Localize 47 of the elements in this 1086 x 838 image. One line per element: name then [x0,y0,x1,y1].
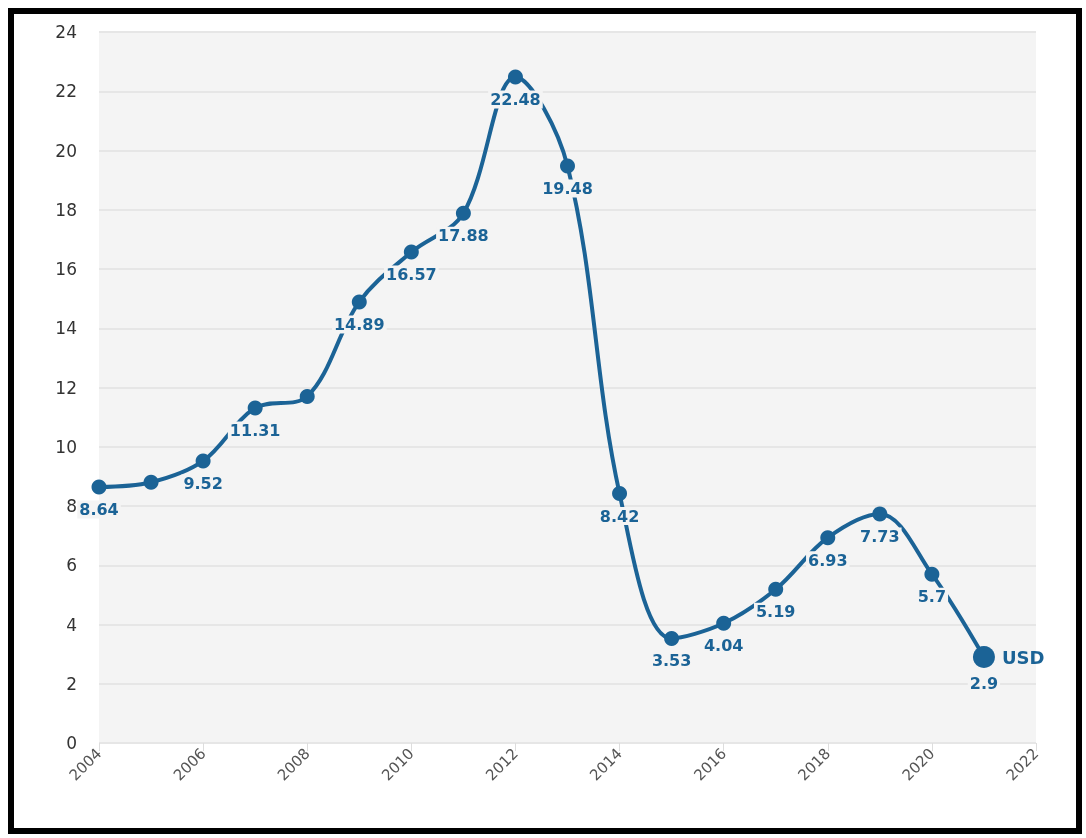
point [872,506,888,522]
y-tick-label: 12 [55,377,77,398]
point [716,615,732,631]
data-label: 8.42 [599,506,640,526]
data-label: 2.9 [969,673,999,693]
point [612,486,628,502]
point [560,158,575,174]
y-tick-label: 4 [66,614,77,635]
series-label: USD [1001,646,1045,668]
data-label: 8.64 [79,500,119,520]
y-tick-label: 24 [55,22,77,42]
point [351,294,367,310]
data-label: 11.31 [229,420,281,440]
point [403,244,419,260]
data-label: 7.73 [860,527,900,546]
data-label: 17.88 [438,226,489,246]
point [143,474,159,490]
data-label: 19.48 [542,178,593,198]
y-tick-label: 10 [55,436,77,457]
y-tick-label: 6 [66,555,77,576]
data-label: 6.93 [808,550,848,570]
point [195,453,211,469]
point [768,581,784,597]
data-label: 14.89 [333,314,385,334]
point [507,69,523,85]
data-label: 4.04 [703,636,744,656]
data-label: 5.19 [755,602,796,622]
data-label: 5.7 [917,587,947,607]
point [924,566,940,582]
point [820,530,836,546]
y-tick-label: 0 [66,733,77,753]
data-label: 16.57 [386,265,437,285]
y-tick-label: 2 [66,673,77,694]
data-label: 22.48 [490,90,541,110]
point [299,388,315,404]
y-tick-label: 8 [66,496,77,516]
y-tick-label: 18 [55,199,77,220]
y-tick-label: 14 [55,318,77,339]
point [455,205,471,221]
y-tick-label: 22 [55,81,77,102]
point [664,630,680,646]
data-label: 3.53 [651,651,692,671]
point [91,479,107,495]
y-tick-label: 16 [55,259,77,279]
data-label: 9.52 [183,473,223,493]
point [247,400,263,416]
y-tick-label: 20 [55,140,77,161]
